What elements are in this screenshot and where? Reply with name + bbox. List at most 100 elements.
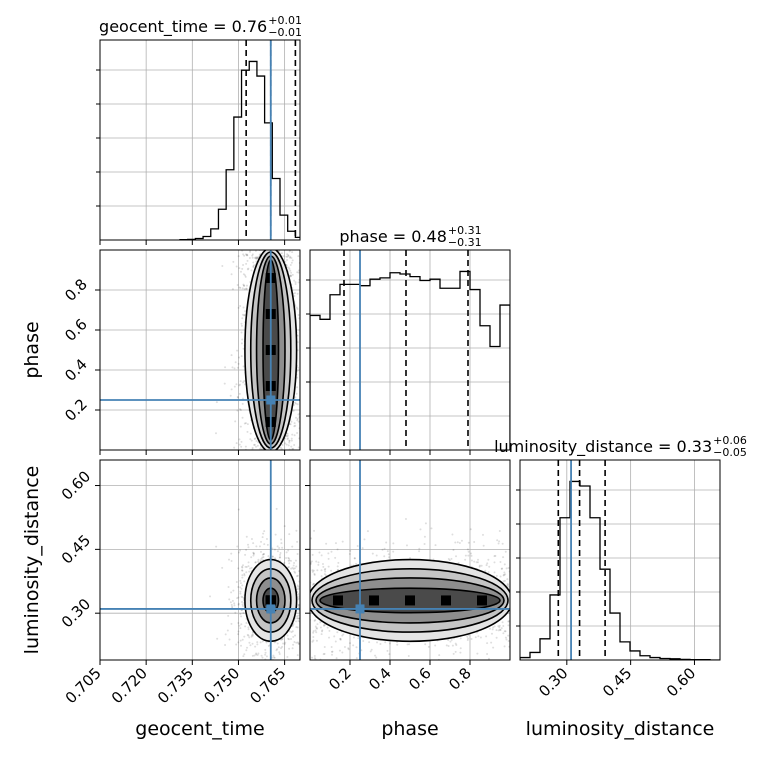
sample-point bbox=[381, 548, 384, 551]
sample-point bbox=[234, 420, 237, 423]
sample-point bbox=[294, 424, 297, 427]
sample-point bbox=[236, 597, 239, 600]
sample-point bbox=[363, 538, 366, 541]
sample-point bbox=[239, 425, 242, 428]
sample-point bbox=[495, 636, 498, 639]
sample-point bbox=[288, 439, 291, 442]
sample-point bbox=[281, 645, 284, 648]
sample-point bbox=[295, 565, 298, 568]
sample-point bbox=[293, 640, 296, 643]
sample-point bbox=[301, 346, 303, 348]
sample-point bbox=[241, 638, 244, 641]
sample-point bbox=[224, 366, 227, 369]
sample-point bbox=[261, 553, 264, 556]
sample-point bbox=[248, 671, 250, 673]
sample-point bbox=[300, 584, 302, 586]
sample-point bbox=[278, 546, 281, 549]
sample-point bbox=[232, 260, 235, 263]
sample-point bbox=[282, 255, 285, 258]
sample-point bbox=[315, 639, 318, 642]
sample-point bbox=[301, 409, 303, 411]
sample-point bbox=[352, 644, 355, 647]
sample-point bbox=[297, 605, 300, 608]
sample-point bbox=[256, 257, 259, 260]
sample-point bbox=[272, 654, 275, 657]
sample-point bbox=[293, 570, 296, 573]
sample-point bbox=[242, 347, 245, 350]
sample-point bbox=[506, 578, 509, 581]
sample-point bbox=[247, 267, 250, 270]
sample-point bbox=[256, 643, 259, 646]
sample-point bbox=[368, 669, 370, 671]
sample-point bbox=[312, 631, 315, 634]
y-tick-label: 0.2 bbox=[61, 395, 91, 425]
sample-point bbox=[241, 596, 244, 599]
sample-point bbox=[277, 646, 280, 649]
sample-point bbox=[388, 653, 391, 656]
sample-point bbox=[368, 641, 371, 644]
title-phase: phase = 0.48 +0.31−0.31 bbox=[339, 224, 481, 249]
sample-point bbox=[239, 549, 242, 552]
truth-marker bbox=[266, 395, 276, 405]
sample-point bbox=[273, 641, 276, 644]
sample-point bbox=[447, 644, 450, 647]
sample-point bbox=[316, 623, 319, 626]
sample-point bbox=[479, 636, 482, 639]
sample-point bbox=[504, 636, 507, 639]
sample-point bbox=[247, 561, 250, 564]
sample-point bbox=[285, 443, 288, 446]
x-tick-label: 0.45 bbox=[599, 664, 635, 700]
sample-point bbox=[273, 656, 276, 659]
sample-point bbox=[493, 571, 496, 574]
sample-point bbox=[408, 643, 411, 646]
sample-point bbox=[484, 569, 487, 572]
sample-point bbox=[267, 555, 270, 558]
sample-point bbox=[313, 572, 316, 575]
sample-point bbox=[292, 447, 295, 450]
sample-point bbox=[238, 356, 241, 359]
sample-point bbox=[318, 677, 320, 679]
sample-point bbox=[423, 542, 426, 545]
sample-point bbox=[321, 562, 324, 565]
sample-point bbox=[241, 604, 244, 607]
sample-point bbox=[254, 257, 257, 260]
sample-point bbox=[474, 636, 477, 639]
sample-point bbox=[355, 562, 358, 565]
sample-point bbox=[237, 603, 240, 606]
sample-point bbox=[259, 641, 262, 644]
sample-point bbox=[408, 672, 410, 674]
truth-marker bbox=[266, 604, 276, 614]
sample-point bbox=[230, 354, 233, 357]
sample-point bbox=[246, 254, 249, 257]
sample-point bbox=[499, 628, 502, 631]
sample-point bbox=[388, 642, 391, 645]
sample-point bbox=[386, 550, 389, 553]
sample-point bbox=[349, 549, 352, 552]
sample-point bbox=[236, 366, 239, 369]
title-minus: −0.05 bbox=[713, 446, 747, 459]
sample-point bbox=[297, 413, 300, 416]
sample-point bbox=[238, 384, 241, 387]
sample-point bbox=[288, 663, 290, 665]
y-tick-label: 0.60 bbox=[58, 467, 94, 503]
sample-point bbox=[215, 401, 218, 404]
sample-point bbox=[467, 554, 470, 557]
sample-point bbox=[240, 324, 243, 327]
sample-point bbox=[241, 574, 244, 577]
sample-point bbox=[224, 644, 227, 647]
sample-point bbox=[241, 565, 244, 568]
sample-point bbox=[278, 651, 281, 654]
sample-point bbox=[292, 564, 295, 567]
sample-point bbox=[238, 624, 241, 627]
sample-point bbox=[256, 444, 259, 447]
sample-point bbox=[233, 385, 236, 388]
sample-point bbox=[501, 621, 504, 624]
sample-point bbox=[313, 657, 316, 660]
sample-point bbox=[252, 552, 255, 555]
sample-point bbox=[507, 620, 510, 623]
sample-point bbox=[288, 256, 291, 259]
sample-point bbox=[243, 314, 246, 317]
sample-point bbox=[320, 569, 323, 572]
y-tick-label: 0.45 bbox=[58, 531, 94, 567]
sample-point bbox=[288, 267, 291, 270]
